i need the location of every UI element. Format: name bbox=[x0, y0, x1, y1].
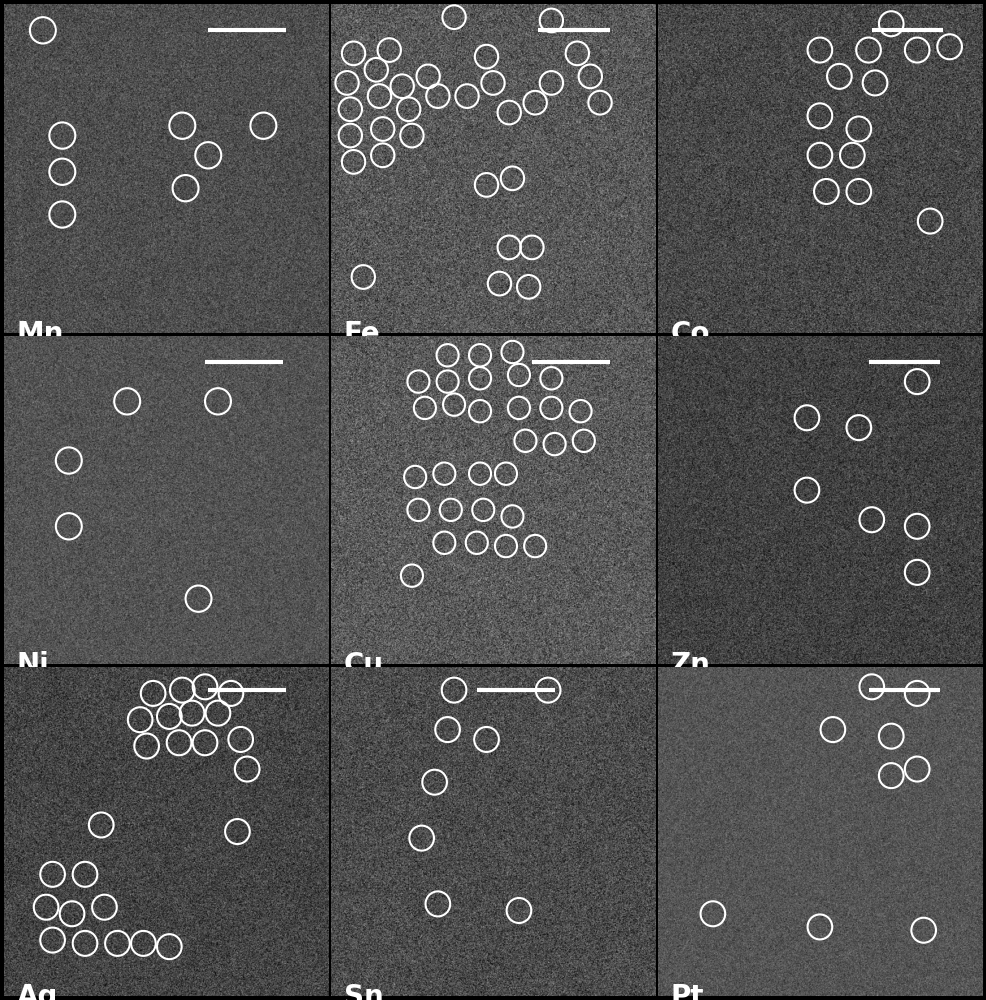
Text: Mn: Mn bbox=[17, 320, 64, 348]
Text: Ni: Ni bbox=[17, 651, 49, 679]
Text: Cu: Cu bbox=[344, 651, 384, 679]
Text: Fe: Fe bbox=[344, 320, 381, 348]
Text: Ag: Ag bbox=[17, 983, 58, 1000]
Text: Zn: Zn bbox=[670, 651, 711, 679]
Text: Pt: Pt bbox=[670, 983, 704, 1000]
Text: Sn: Sn bbox=[344, 983, 384, 1000]
Text: Co: Co bbox=[670, 320, 710, 348]
